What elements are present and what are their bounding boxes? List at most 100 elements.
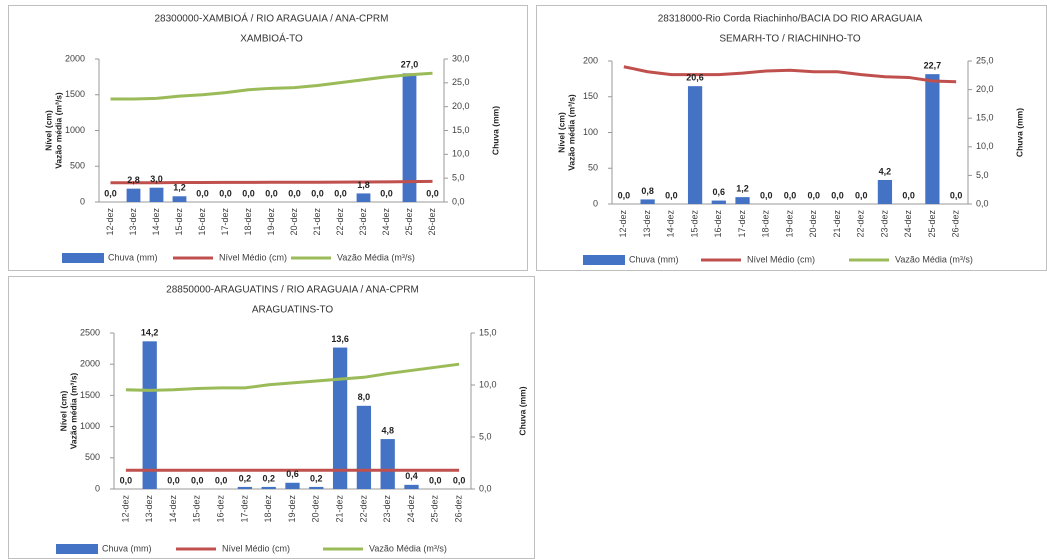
- data-label: 8,0: [358, 392, 371, 402]
- bar: [356, 405, 372, 489]
- y-tick-label: 100: [583, 127, 598, 137]
- x-tick-label: 21-dez: [312, 208, 322, 236]
- x-tick-label: 19-dez: [266, 208, 276, 236]
- x-tick-label: 15-dez: [192, 495, 202, 523]
- data-label: 0,4: [405, 471, 418, 481]
- x-tick-label: 12-dez: [618, 210, 628, 238]
- x-tick-label: 12-dez: [105, 208, 115, 236]
- y2-tick-label: 5,0: [976, 170, 989, 180]
- x-tick-label: 24-dez: [903, 210, 913, 238]
- legend-label: Vazão Média (m³/s): [369, 543, 447, 553]
- x-tick-label: 21-dez: [832, 210, 842, 238]
- chart: 28318000-Rio Corda Riachinho/BACIA DO RI…: [556, 14, 1024, 265]
- bar: [309, 486, 324, 489]
- y2-axis-label: Chuva (mm): [1014, 108, 1024, 157]
- y-axis-label: Vazão média (m³/s): [53, 92, 63, 169]
- bar: [149, 187, 164, 202]
- chart-panel: 28300000-XAMBIOÁ / RIO ARAGUAIA / ANA-CP…: [8, 5, 528, 271]
- data-label: 0,0: [196, 188, 209, 198]
- x-tick-label: 23-dez: [382, 495, 392, 523]
- x-tick-label: 22-dez: [335, 208, 345, 236]
- x-tick-label: 17-dez: [737, 210, 747, 238]
- bar: [877, 179, 893, 204]
- x-tick-label: 17-dez: [239, 495, 249, 523]
- data-label: 0,0: [334, 188, 347, 198]
- data-label: 0,0: [380, 188, 393, 198]
- x-tick-label: 19-dez: [784, 210, 794, 238]
- x-tick-label: 18-dez: [263, 495, 273, 523]
- data-label: 1,2: [736, 184, 749, 194]
- line: [110, 71, 433, 101]
- line: [125, 362, 460, 392]
- data-label: 14,2: [141, 328, 159, 338]
- x-tick-label: 13-dez: [144, 495, 154, 523]
- data-label: 0,0: [618, 190, 631, 200]
- y2-tick-label: 30,0: [452, 53, 470, 63]
- legend-label: Nível Médio (cm): [222, 543, 290, 553]
- y2-tick-label: 10,0: [452, 149, 470, 159]
- x-tick-label: 21-dez: [334, 495, 344, 523]
- y2-tick-label: 10,0: [976, 141, 994, 151]
- bar: [640, 199, 655, 204]
- x-tick-label: 16-dez: [215, 495, 225, 523]
- bar: [285, 482, 300, 489]
- x-tick-label: 25-dez: [404, 208, 414, 236]
- data-label: 0,6: [713, 187, 726, 197]
- chart: 28300000-XAMBIOÁ / RIO ARAGUAIA / ANA-CP…: [43, 12, 500, 263]
- bar: [711, 200, 726, 204]
- y2-tick-label: 15,0: [976, 113, 994, 123]
- legend-label: Vazão Média (m³/s): [337, 252, 415, 262]
- x-tick-label: 14-dez: [151, 208, 161, 236]
- y-tick-label: 0: [593, 198, 598, 208]
- y2-tick-label: 5,0: [452, 173, 465, 183]
- x-tick-label: 24-dez: [381, 208, 391, 236]
- chart-subtitle: ARAGUATINS-TO: [252, 305, 334, 316]
- y2-tick-label: 10,0: [479, 379, 497, 389]
- data-label: 0,0: [191, 475, 204, 485]
- y2-axis-label: Chuva (mm): [517, 386, 527, 435]
- y2-tick-label: 25,0: [452, 77, 470, 87]
- data-label: 0,8: [641, 186, 654, 196]
- data-label: 0,0: [120, 475, 133, 485]
- y-axis-label: Vazão média (m³/s): [68, 373, 78, 450]
- legend-label: Nível Médio (cm): [219, 252, 287, 262]
- data-label: 0,0: [167, 475, 180, 485]
- legend-label: Chuva (mm): [629, 254, 679, 264]
- legend-swatch: [56, 544, 98, 554]
- legend-swatch: [583, 255, 625, 265]
- y2-tick-label: 5,0: [479, 431, 492, 441]
- x-tick-label: 26-dez: [453, 495, 463, 523]
- x-tick-label: 14-dez: [666, 210, 676, 238]
- x-tick-label: 20-dez: [311, 495, 321, 523]
- y2-tick-label: 20,0: [976, 84, 994, 94]
- x-tick-label: 20-dez: [808, 210, 818, 238]
- y-tick-label: 50: [588, 163, 598, 173]
- x-tick-label: 17-dez: [220, 208, 230, 236]
- data-label: 0,0: [831, 190, 844, 200]
- data-label: 27,0: [401, 60, 419, 70]
- x-tick-label: 25-dez: [430, 495, 440, 523]
- y-tick-label: 200: [583, 55, 598, 65]
- legend-label: Chuva (mm): [102, 543, 152, 553]
- y-tick-label: 150: [583, 91, 598, 101]
- x-tick-label: 13-dez: [642, 210, 652, 238]
- data-label: 2,8: [127, 175, 140, 185]
- data-label: 0,0: [219, 188, 232, 198]
- bar: [687, 86, 703, 204]
- data-label: 0,0: [760, 190, 773, 200]
- x-tick-label: 15-dez: [174, 208, 184, 236]
- bar: [380, 439, 395, 489]
- y-tick-label: 1000: [80, 421, 100, 431]
- y-tick-label: 2000: [65, 53, 85, 63]
- y2-tick-label: 0,0: [452, 196, 465, 206]
- x-tick-label: 16-dez: [713, 210, 723, 238]
- bar: [332, 347, 348, 489]
- y-tick-label: 0: [80, 196, 85, 206]
- chart-panel: 28850000-ARAGUATINS / RIO ARAGUAIA / ANA…: [8, 276, 535, 559]
- data-label: 0,2: [310, 473, 323, 483]
- data-label: 0,0: [902, 190, 915, 200]
- x-tick-label: 24-dez: [406, 495, 416, 523]
- data-label: 1,2: [173, 183, 186, 193]
- legend-label: Nível Médio (cm): [747, 254, 815, 264]
